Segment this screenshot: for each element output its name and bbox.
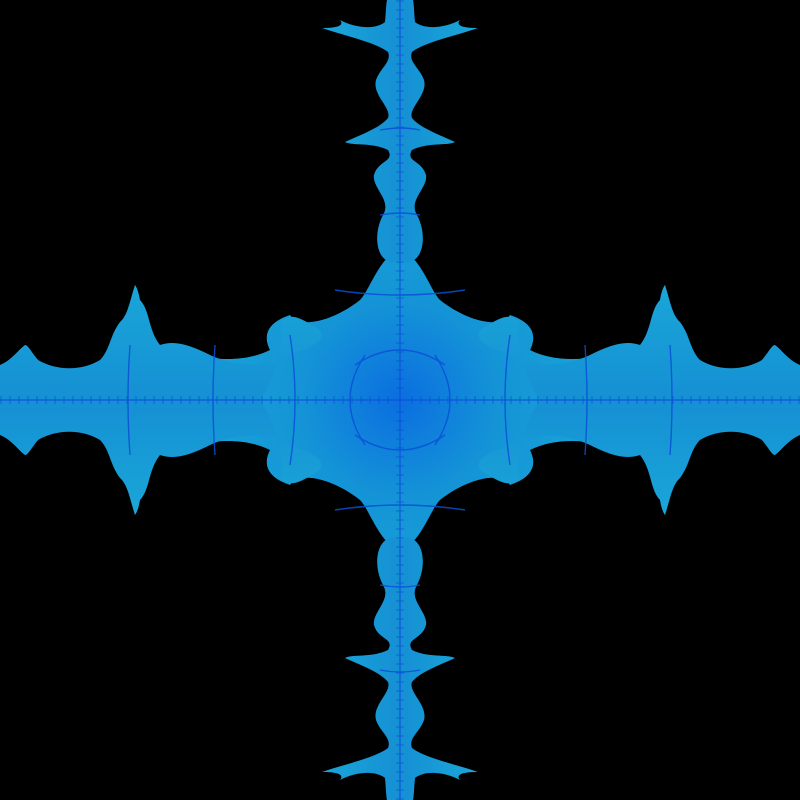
filament-arc [289, 334, 296, 466]
filament-arc [334, 504, 466, 511]
filament-arc [379, 127, 421, 131]
filament-arc [379, 584, 421, 588]
filament-arc [434, 354, 451, 446]
filament-arc [212, 344, 216, 456]
filament-arc [354, 349, 446, 366]
filament-arc [504, 334, 511, 466]
filament-arc [379, 669, 421, 673]
filament-arc [669, 344, 673, 456]
filament-arc [354, 434, 446, 451]
filament-arc [127, 344, 131, 456]
filament-arc [334, 289, 466, 296]
filament-arc [379, 212, 421, 216]
filament-arc [349, 354, 366, 446]
filament-arc [584, 344, 588, 456]
